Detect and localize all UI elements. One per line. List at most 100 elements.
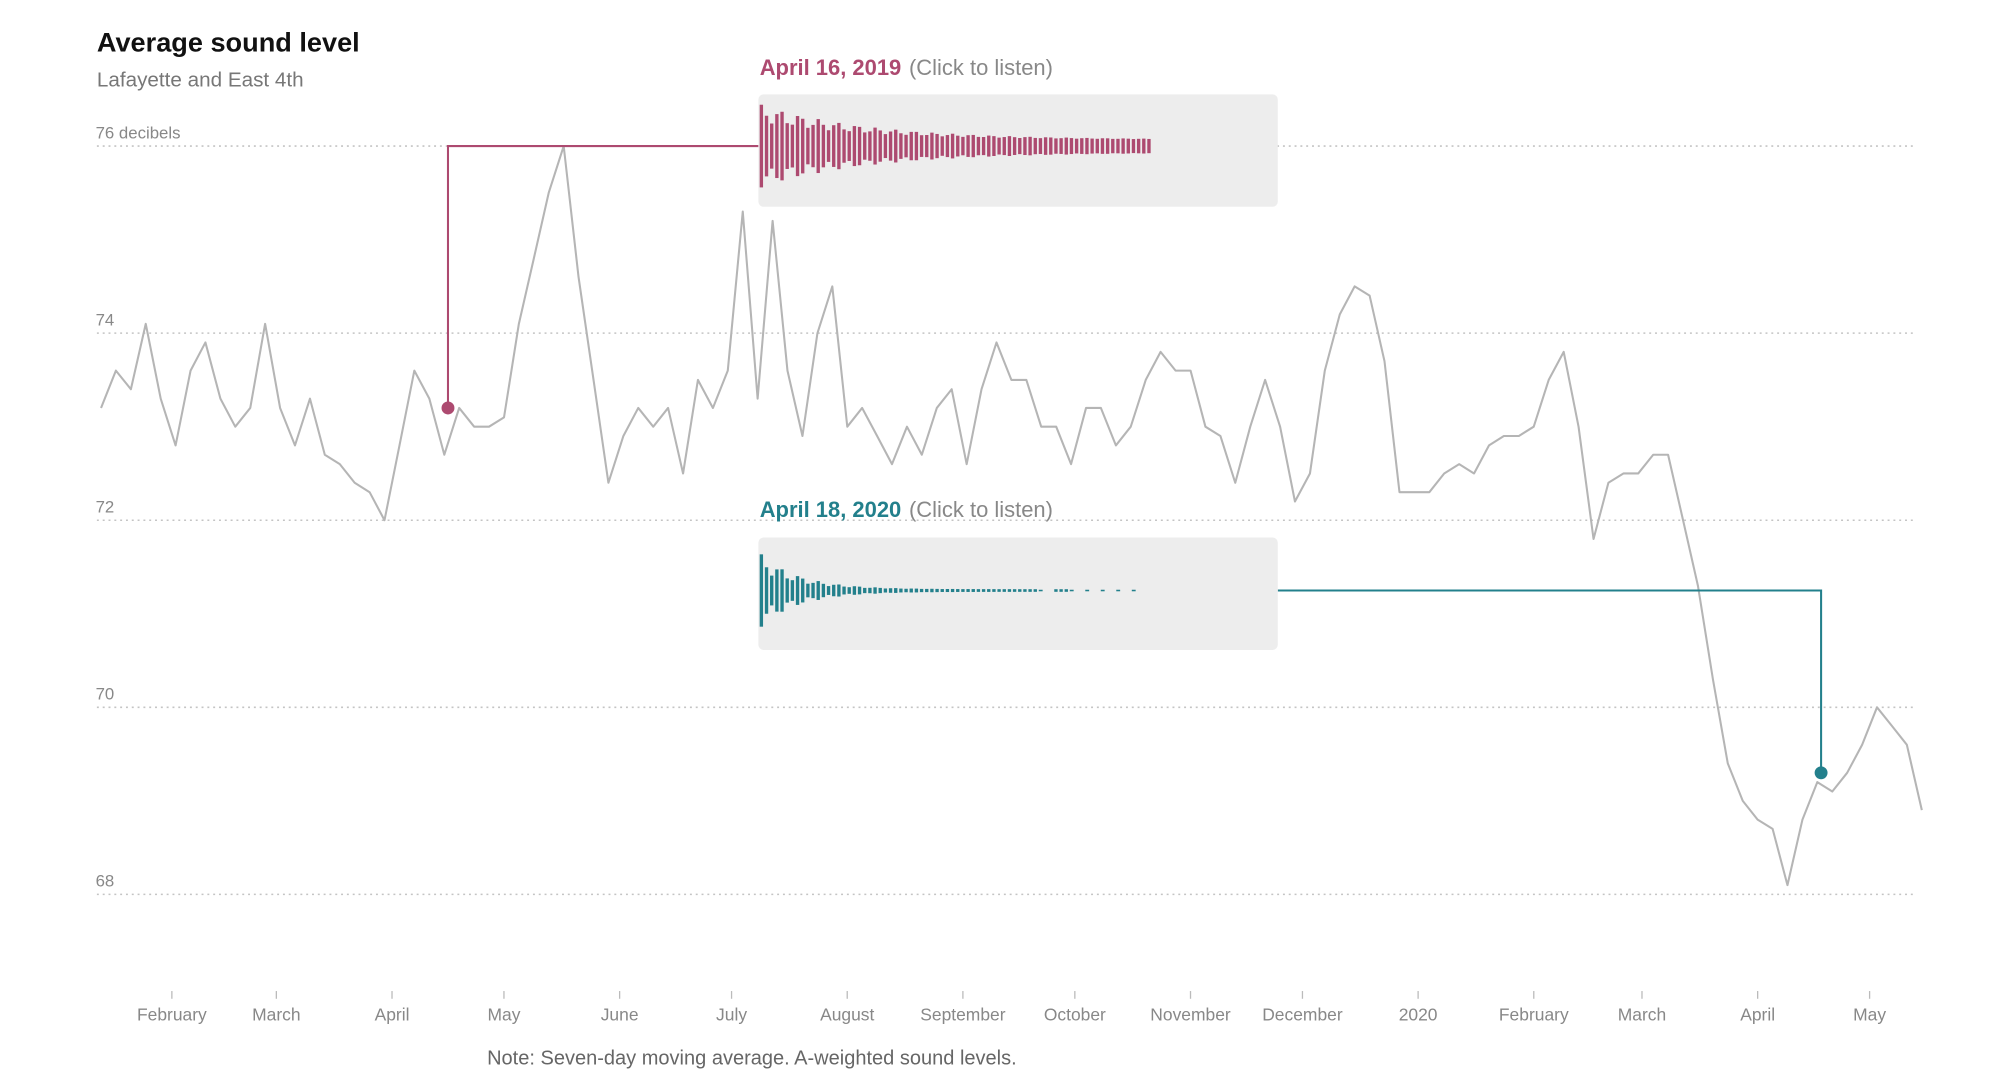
audio-annotation[interactable]: April 16, 2019 (Click to listen) bbox=[441, 55, 1278, 415]
waveform-bar bbox=[1090, 138, 1094, 154]
waveform-bar bbox=[780, 569, 784, 612]
waveform-bar bbox=[1064, 137, 1068, 155]
waveform-bar bbox=[806, 583, 810, 598]
waveform-bar bbox=[997, 137, 1001, 155]
y-tick-label: 74 bbox=[96, 310, 115, 329]
waveform-bar bbox=[981, 589, 986, 592]
waveform-bar bbox=[1105, 138, 1110, 154]
waveform-bar bbox=[1018, 589, 1022, 592]
waveform-bar bbox=[764, 115, 769, 177]
waveform-bar bbox=[826, 586, 831, 595]
waveform-bar bbox=[1012, 589, 1017, 592]
waveform-bar bbox=[1111, 138, 1115, 154]
x-tick-label: July bbox=[716, 1005, 747, 1025]
x-tick-label: December bbox=[1262, 1005, 1343, 1025]
x-tick-label: April bbox=[375, 1005, 410, 1025]
waveform-bar bbox=[1136, 138, 1141, 154]
annotation-point bbox=[441, 401, 455, 415]
waveform-bar bbox=[868, 131, 872, 161]
waveform-bar bbox=[976, 136, 981, 156]
waveform-bar bbox=[940, 136, 944, 156]
waveform-bar bbox=[1049, 137, 1053, 155]
waveform-bar bbox=[883, 588, 888, 593]
waveform-bar bbox=[945, 588, 950, 593]
waveform-bar bbox=[1095, 138, 1099, 154]
chart-note: Note: Seven-day moving average. A-weight… bbox=[487, 1048, 1017, 1070]
x-tick-label: February bbox=[137, 1005, 207, 1025]
leader-line bbox=[446, 145, 759, 408]
waveform-bar bbox=[1023, 137, 1027, 156]
waveform-bar bbox=[971, 134, 975, 158]
waveform-bar bbox=[863, 132, 867, 160]
waveform-bar bbox=[1080, 138, 1084, 154]
waveform-bar bbox=[1147, 138, 1151, 154]
waveform-bar bbox=[1054, 138, 1058, 154]
waveform-bar bbox=[780, 111, 784, 181]
y-tick-label: 72 bbox=[96, 497, 115, 516]
waveform-bar bbox=[811, 124, 815, 168]
waveform-bar bbox=[770, 123, 774, 169]
waveform-bar bbox=[914, 131, 919, 161]
x-tick-label: February bbox=[1499, 1005, 1569, 1025]
waveform-bar bbox=[1007, 589, 1012, 592]
waveform-bar bbox=[811, 582, 815, 599]
waveform-bar bbox=[888, 588, 893, 593]
waveform-bar bbox=[894, 588, 898, 593]
waveform-bar bbox=[945, 135, 950, 158]
x-tick-label: March bbox=[1618, 1005, 1666, 1025]
waveform-bar bbox=[909, 131, 913, 161]
waveform-bar bbox=[816, 581, 820, 600]
annotation-date: April 18, 2020 bbox=[760, 497, 902, 522]
waveform-bar bbox=[837, 584, 841, 597]
waveform-bar bbox=[1131, 589, 1136, 592]
waveform-bar bbox=[857, 586, 862, 595]
waveform-bar bbox=[987, 589, 991, 592]
annotation-label: April 16, 2019 (Click to listen) bbox=[760, 55, 1053, 80]
waveform-bar bbox=[1043, 137, 1048, 155]
annotation-action: (Click to listen) bbox=[909, 55, 1053, 80]
waveform-bar bbox=[878, 587, 882, 594]
waveform-bar bbox=[1033, 589, 1037, 592]
waveform-bar bbox=[1059, 589, 1063, 592]
waveform-bar bbox=[764, 567, 769, 614]
waveform-bar bbox=[1038, 138, 1043, 154]
waveform-bar bbox=[770, 575, 774, 606]
y-tick-label: 68 bbox=[96, 872, 115, 891]
waveform-bar bbox=[919, 135, 924, 157]
waveform-bar bbox=[790, 580, 795, 601]
annotation-action: (Click to listen) bbox=[909, 497, 1053, 522]
waveform-bar bbox=[1038, 589, 1043, 592]
waveform-bar bbox=[868, 587, 872, 594]
waveform-bar bbox=[956, 589, 960, 592]
waveform-bar bbox=[842, 129, 846, 163]
waveform-bar bbox=[785, 578, 789, 603]
waveform-bar bbox=[1002, 137, 1006, 156]
waveform-bar bbox=[997, 589, 1001, 592]
waveform-bar bbox=[992, 589, 996, 592]
waveform-bar bbox=[759, 104, 764, 188]
waveform-bar bbox=[1074, 138, 1079, 154]
waveform-bar bbox=[1085, 589, 1090, 592]
waveform-bar bbox=[1116, 138, 1120, 154]
waveform-bar bbox=[1100, 138, 1105, 154]
waveform-bar bbox=[832, 125, 836, 167]
series-line bbox=[100, 145, 1923, 887]
waveform-bar bbox=[1028, 136, 1032, 156]
x-tick-label: 2020 bbox=[1399, 1005, 1438, 1025]
waveform-bar bbox=[987, 135, 991, 157]
waveform-bar bbox=[801, 578, 805, 603]
waveform-bar bbox=[919, 588, 924, 593]
waveform-bar bbox=[806, 127, 810, 165]
waveform-bar bbox=[785, 123, 789, 169]
annotation-point bbox=[1814, 766, 1828, 780]
audio-annotation[interactable]: April 18, 2020 (Click to listen) bbox=[758, 497, 1828, 780]
waveform-bar bbox=[1028, 589, 1032, 592]
audio-box bbox=[758, 537, 1278, 650]
annotation-date: April 16, 2019 bbox=[760, 55, 902, 80]
waveform-bar bbox=[795, 576, 800, 605]
leader-line bbox=[1277, 589, 1823, 773]
waveform-bar bbox=[1116, 589, 1121, 592]
waveform-bar bbox=[930, 588, 934, 593]
